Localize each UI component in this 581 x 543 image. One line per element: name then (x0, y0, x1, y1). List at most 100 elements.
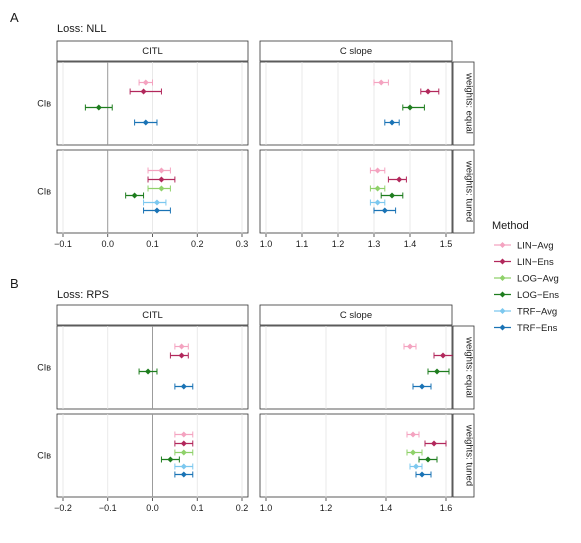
point-LIN−Avg (410, 431, 416, 438)
point-LIN−Avg (374, 167, 381, 174)
facet-strip (56, 40, 249, 62)
panel-frame (259, 61, 453, 146)
point-LIN−Avg (407, 343, 413, 350)
point-TRF−Ens (142, 119, 149, 126)
row-strip-label: weights: equal (464, 72, 475, 134)
tick-label: 0.1 (191, 503, 204, 513)
row-strip-label: weights: tuned (464, 424, 475, 486)
point-LOG−Avg (180, 449, 187, 456)
legend-swatch-marker (499, 324, 506, 331)
tick-label: 1.2 (332, 239, 345, 249)
point-TRF−Avg (180, 463, 187, 470)
point-TRF−Ens (419, 383, 425, 390)
legend-label: LIN−Avg (517, 241, 554, 252)
point-TRF−Avg (374, 199, 381, 206)
point-LIN−Avg (142, 79, 149, 86)
point-LIN−Ens (178, 352, 185, 359)
point-LIN−Avg (158, 167, 165, 174)
point-LOG−Ens (425, 456, 431, 463)
tick-label: −0.2 (54, 503, 72, 513)
facet-label: C slope (340, 310, 372, 321)
row-strip (452, 149, 475, 234)
point-TRF−Avg (413, 463, 419, 470)
legend-label: LOG−Avg (517, 274, 559, 285)
tick-label: 1.6 (440, 503, 453, 513)
point-LIN−Ens (396, 176, 403, 183)
facet-strip (259, 40, 453, 62)
tick-label: 1.1 (296, 239, 309, 249)
tick-label: 1.0 (260, 239, 273, 249)
tick-label: 0.1 (146, 239, 159, 249)
panel-frame (259, 413, 453, 498)
figure-B: B Loss: RPS CITL CIʙ CIʙ −0.2 −0.1 0.0 0.1 0.2 C s… (10, 276, 475, 513)
tick-label: 1.4 (380, 503, 393, 513)
facet-label: CITL (142, 310, 163, 321)
tick-label: 1.5 (440, 239, 453, 249)
tick-label: 0.2 (236, 503, 249, 513)
figure-A: A Loss: NLL CITL CIʙ CIʙ −0.1 0.0 0.1 0.2 0.3 C sl… (10, 10, 475, 249)
panel-title: Loss: NLL (57, 23, 107, 35)
point-LIN−Avg (178, 343, 185, 350)
legend-swatch-marker (499, 275, 506, 281)
row-strip-label: weights: equal (464, 336, 475, 398)
legend-label: LOG−Ens (517, 290, 559, 301)
tick-label: −0.1 (99, 503, 117, 513)
point-LIN−Ens (140, 88, 147, 95)
point-LIN−Ens (180, 440, 187, 447)
tick-label: 0.0 (101, 239, 114, 249)
point-LOG−Avg (410, 449, 416, 456)
tick-label: 1.0 (260, 503, 273, 513)
point-LOG−Ens (95, 104, 102, 111)
panel-letter: B (10, 276, 19, 291)
panel-frame (259, 149, 453, 234)
row-strip (452, 413, 475, 498)
point-LOG−Avg (374, 185, 381, 192)
panel-letter: A (10, 10, 19, 25)
row-axis-label: CIʙ (37, 363, 51, 373)
legend-swatch-marker (499, 258, 506, 265)
legend-swatch-marker (499, 291, 506, 298)
point-TRF−Ens (153, 207, 160, 214)
point-LOG−Ens (131, 192, 138, 199)
legend: Method LIN−Avg LIN−Ens LOG−Avg LOG−Ens TRF−Av… (492, 220, 559, 334)
row-strip (452, 61, 475, 146)
point-TRF−Ens (381, 207, 388, 214)
point-LIN−Ens (431, 440, 437, 447)
panel-frame (259, 325, 453, 410)
point-LIN−Avg (180, 431, 187, 438)
row-axis-label: CIʙ (37, 99, 51, 109)
point-TRF−Ens (180, 383, 187, 390)
row-strip (452, 325, 475, 410)
tick-label: 0.0 (146, 503, 159, 513)
point-LOG−Ens (434, 368, 440, 375)
point-LOG−Ens (389, 192, 395, 199)
point-TRF−Ens (419, 471, 425, 478)
legend-label: TRF−Ens (517, 323, 558, 334)
point-LOG−Ens (407, 104, 413, 111)
point-LIN−Avg (378, 79, 385, 86)
point-TRF−Avg (153, 199, 160, 206)
tick-label: 1.4 (404, 239, 417, 249)
panel-title: Loss: RPS (57, 289, 109, 301)
tick-label: 0.2 (191, 239, 204, 249)
facet-strip (56, 304, 249, 326)
tick-label: 0.3 (236, 239, 249, 249)
point-TRF−Ens (180, 471, 187, 478)
legend-swatch-marker (499, 308, 506, 314)
tick-label: 1.3 (368, 239, 381, 249)
legend-title: Method (492, 220, 529, 232)
row-axis-label: CIʙ (37, 451, 51, 461)
facet-label: C slope (340, 46, 372, 57)
legend-label: LIN−Ens (517, 257, 554, 268)
point-LIN−Ens (425, 88, 431, 95)
point-LIN−Ens (440, 352, 446, 359)
tick-label: −0.1 (54, 239, 72, 249)
point-LOG−Ens (167, 456, 174, 463)
point-LOG−Ens (145, 368, 152, 375)
legend-swatch-marker (499, 242, 506, 248)
facet-label: CITL (142, 46, 163, 57)
row-strip-label: weights: tuned (464, 160, 475, 222)
legend-label: TRF−Avg (517, 307, 557, 318)
tick-label: 1.2 (320, 503, 333, 513)
